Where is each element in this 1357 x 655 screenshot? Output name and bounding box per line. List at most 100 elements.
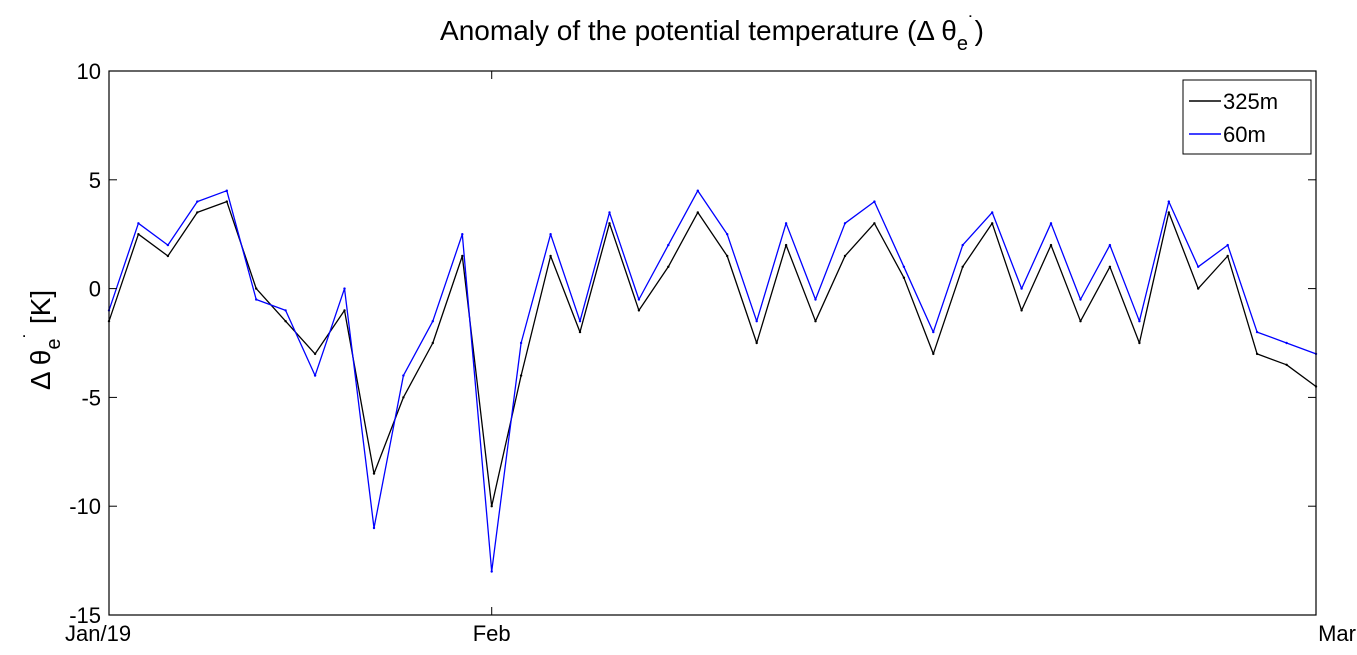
data-point (225, 189, 228, 192)
data-point (1138, 341, 1141, 345)
data-point (402, 396, 405, 399)
data-point (961, 243, 964, 247)
data-point (1079, 320, 1082, 323)
legend-box (1182, 79, 1312, 155)
data-point (873, 222, 876, 225)
data-point (1049, 243, 1053, 247)
y-axis-label-sub: e (43, 339, 65, 350)
data-point (961, 265, 964, 268)
data-point (814, 320, 817, 323)
data-point (667, 265, 670, 268)
x-tick-label: Feb (473, 621, 511, 646)
data-point (137, 233, 140, 236)
data-point (637, 298, 641, 301)
y-tick-label: 10 (77, 59, 101, 84)
data-point (1167, 200, 1171, 203)
series-325m (107, 200, 1318, 508)
x-tick-label: Mar (1318, 621, 1356, 646)
data-point (1285, 363, 1288, 366)
data-point (431, 341, 434, 345)
series-line (108, 190, 1317, 573)
data-point (843, 222, 847, 225)
data-point (726, 254, 729, 258)
y-tick-label: 0 (89, 277, 101, 302)
data-point (490, 505, 493, 508)
data-point (696, 189, 699, 192)
x-tick-label: Jan/19 (65, 621, 131, 646)
data-point (372, 526, 376, 530)
data-point (991, 211, 994, 214)
data-point (196, 200, 199, 203)
data-point (608, 211, 611, 214)
data-point (814, 298, 817, 301)
data-point (578, 320, 582, 323)
data-point (549, 254, 552, 258)
data-point (902, 276, 906, 279)
data-point (1255, 330, 1259, 334)
data-point (343, 287, 346, 290)
data-point (549, 233, 552, 236)
data-point (902, 265, 906, 268)
legend-label: 325m (1223, 89, 1278, 114)
data-point (784, 222, 788, 225)
data-point (166, 254, 170, 258)
y-axis-label-text: Δ θe˙ [K] (21, 290, 65, 390)
data-point (578, 330, 582, 334)
data-point (519, 341, 523, 345)
data-point (1079, 298, 1082, 301)
legend-label: 60m (1223, 122, 1266, 147)
legend: 325m 60m (1182, 79, 1312, 155)
data-point (461, 254, 464, 258)
x-axis: Jan/19 Feb Mar (65, 71, 1356, 646)
data-point (372, 472, 376, 475)
data-point (313, 352, 317, 356)
data-point (1108, 265, 1112, 268)
data-point (991, 222, 994, 225)
y-axis-label-unit: [K] (25, 290, 56, 332)
data-point (1197, 265, 1200, 268)
series-60m (107, 189, 1318, 573)
data-point (284, 309, 287, 312)
chart-title-sup: ˙ (968, 13, 975, 35)
data-point (1226, 254, 1229, 258)
data-point (1226, 243, 1229, 247)
data-point (1108, 243, 1112, 247)
y-tick-label: 5 (89, 168, 101, 193)
data-point (1197, 287, 1200, 290)
data-point (726, 233, 729, 236)
y-tick-label: -10 (69, 494, 101, 519)
data-point (1255, 352, 1259, 356)
chart-title-sub: e (957, 33, 968, 55)
data-point (667, 243, 670, 247)
data-point (490, 570, 493, 573)
data-point (255, 298, 258, 301)
data-point (784, 243, 788, 247)
y-axis-label-sup: ˙ (21, 332, 43, 339)
data-point (255, 287, 258, 290)
y-axis-label-main: Δ θ (25, 350, 56, 391)
y-axis-label: Δ θe˙ [K] (21, 290, 65, 390)
series-line (108, 200, 1317, 507)
data-point (1285, 341, 1288, 345)
data-point (1167, 211, 1171, 214)
data-point (137, 222, 140, 225)
data-point (402, 374, 405, 377)
data-point (166, 243, 170, 247)
data-point (637, 309, 641, 312)
data-point (1138, 320, 1141, 323)
data-point (932, 330, 935, 334)
data-point (196, 211, 199, 214)
chart-title-close: ) (975, 15, 984, 46)
data-point (696, 211, 699, 214)
chart-title: Anomaly of the potential temperature (Δ … (440, 13, 984, 55)
data-point (1020, 287, 1023, 290)
series-layer (107, 189, 1318, 573)
y-axis: -15 -10 -5 0 5 10 (69, 59, 1316, 628)
data-point (932, 352, 935, 356)
data-point (431, 320, 434, 323)
data-point (873, 200, 876, 203)
data-point (461, 233, 464, 236)
data-point (1049, 222, 1053, 225)
